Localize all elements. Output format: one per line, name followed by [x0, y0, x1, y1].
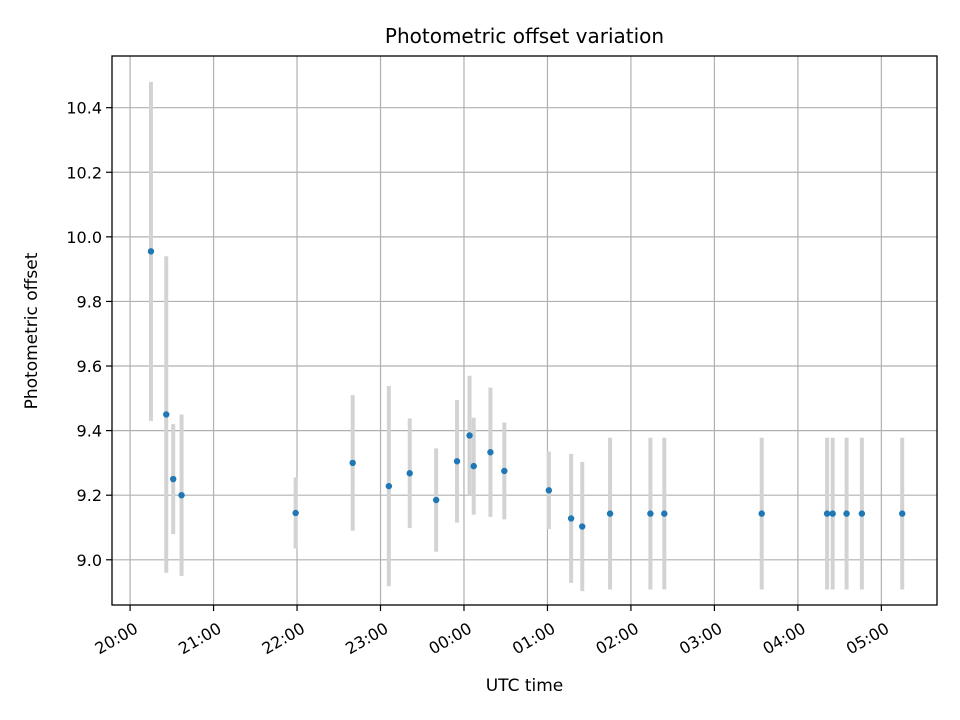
- data-point: [178, 492, 185, 499]
- x-tick-label: 22:00: [259, 619, 308, 659]
- data-point: [432, 496, 440, 504]
- y-axis: 9.0 9.2 9.4 9.6 9.8 10.0 10.2 10.4: [66, 99, 112, 570]
- data-point: [567, 515, 575, 522]
- data-point: [466, 432, 473, 439]
- y-tick-label: 9.6: [77, 357, 102, 376]
- data-point: [647, 510, 654, 517]
- y-axis-label: Photometric offset: [22, 252, 42, 409]
- data-point: [147, 248, 155, 255]
- data-point: [349, 459, 356, 467]
- chart-title: Photometric offset variation: [385, 24, 664, 48]
- x-tick-label: 02:00: [592, 619, 641, 659]
- x-tick-label: 23:00: [342, 619, 391, 659]
- data-point: [829, 510, 836, 517]
- x-tick-label: 03:00: [676, 619, 725, 659]
- data-points: [147, 248, 906, 530]
- y-tick-label: 10.4: [66, 99, 102, 118]
- y-tick-label: 9.2: [77, 486, 102, 505]
- x-tick-label: 21:00: [175, 619, 224, 659]
- plot-frame: [111, 55, 938, 606]
- x-tick-label: 00:00: [426, 619, 475, 659]
- data-point: [385, 482, 393, 490]
- error-bars: [148, 81, 905, 592]
- data-point: [545, 487, 553, 494]
- data-point: [899, 510, 906, 517]
- data-point: [606, 510, 614, 517]
- data-point: [163, 411, 170, 418]
- data-point: [758, 510, 765, 517]
- x-tick-label: 01:00: [509, 619, 558, 659]
- data-point: [661, 510, 668, 517]
- x-axis-label: UTC time: [486, 676, 564, 696]
- y-tick-label: 9.4: [77, 422, 102, 441]
- y-tick-label: 9.0: [77, 551, 102, 570]
- data-point: [858, 510, 866, 517]
- data-point: [453, 458, 461, 465]
- data-point: [843, 510, 850, 517]
- data-point: [823, 510, 831, 517]
- x-axis: 20:00 21:00 22:00 23:00 00:00 01:00 02:00 03:00…: [92, 605, 892, 659]
- data-point: [170, 475, 177, 483]
- data-point: [406, 470, 413, 477]
- data-point: [579, 523, 586, 530]
- data-point: [292, 509, 299, 517]
- x-tick-label: 20:00: [92, 619, 141, 659]
- data-point: [470, 462, 477, 470]
- y-tick-label: 10.0: [66, 228, 102, 247]
- data-point: [501, 467, 508, 475]
- data-point: [487, 449, 494, 456]
- x-tick-label: 04:00: [759, 619, 808, 659]
- y-tick-label: 9.8: [77, 292, 102, 311]
- y-tick-label: 10.2: [66, 163, 102, 182]
- grid: [112, 56, 937, 605]
- x-tick-label: 05:00: [843, 619, 892, 659]
